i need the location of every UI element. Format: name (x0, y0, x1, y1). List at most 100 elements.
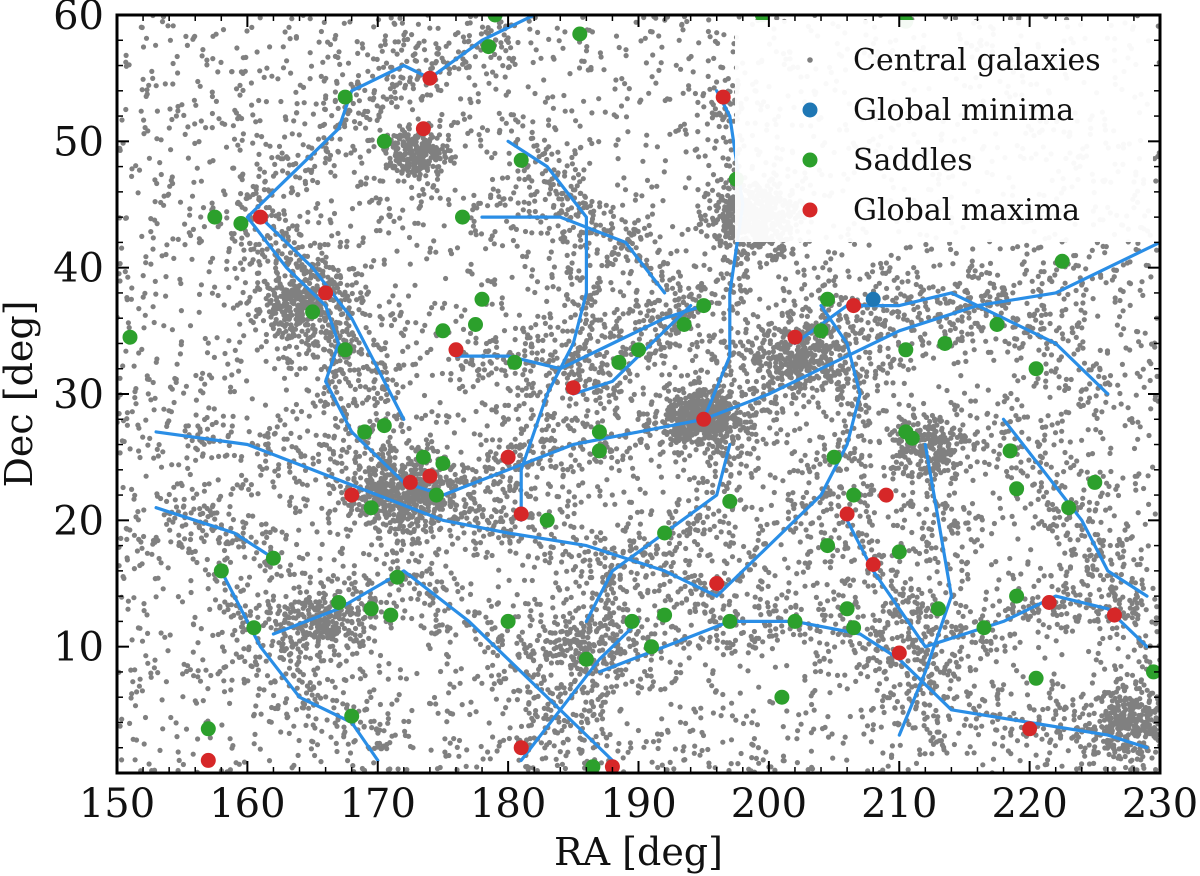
galaxy-point (328, 657, 334, 664)
galaxy-point (169, 327, 175, 333)
galaxy-point (431, 238, 437, 244)
galaxy-point (171, 255, 177, 261)
galaxy-point (885, 514, 891, 520)
galaxy-point (970, 246, 976, 252)
galaxy-point (808, 748, 815, 754)
galaxy-point (993, 659, 999, 665)
galaxy-point (188, 589, 194, 596)
galaxy-point (996, 598, 1003, 604)
galaxy-point (1038, 288, 1044, 295)
galaxy-point (318, 213, 324, 219)
galaxy-point (598, 54, 604, 60)
galaxy-point (163, 293, 169, 299)
galaxy-point (405, 319, 411, 325)
galaxy-point (564, 163, 570, 169)
galaxy-point (159, 19, 166, 25)
galaxy-point (315, 201, 321, 207)
galaxy-point (304, 482, 310, 488)
galaxy-point (768, 399, 774, 406)
galaxy-point (654, 144, 661, 150)
galaxy-point (785, 588, 792, 594)
galaxy-point (1087, 618, 1093, 624)
galaxy-point (553, 580, 559, 586)
galaxy-point (271, 692, 277, 699)
galaxy-point (810, 394, 816, 400)
galaxy-point (822, 530, 828, 536)
galaxy-point (1054, 621, 1060, 628)
galaxy-point (695, 577, 702, 583)
galaxy-point (808, 534, 814, 540)
galaxy-point (601, 67, 607, 73)
galaxy-point (192, 140, 198, 146)
galaxy-point (140, 44, 147, 50)
galaxy-point (553, 756, 559, 762)
galaxy-point (124, 536, 130, 543)
galaxy-point (153, 291, 159, 297)
galaxy-point (207, 159, 213, 165)
galaxy-point (263, 521, 269, 527)
galaxy-point (250, 319, 256, 326)
galaxy-point (187, 206, 193, 212)
galaxy-point (336, 652, 342, 658)
galaxy-point (847, 501, 853, 507)
galaxy-point (346, 402, 352, 409)
galaxy-point (1122, 423, 1128, 429)
galaxy-point (698, 547, 704, 553)
galaxy-point (1108, 468, 1114, 475)
galaxy-point (541, 444, 547, 450)
galaxy-point (493, 404, 500, 410)
galaxy-point (535, 313, 541, 319)
galaxy-point (970, 477, 976, 483)
galaxy-point (127, 446, 133, 452)
galaxy-point (659, 762, 665, 768)
galaxy-point (714, 30, 720, 36)
galaxy-point (490, 186, 496, 192)
galaxy-point (627, 740, 634, 746)
galaxy-point (378, 395, 384, 401)
galaxy-point (490, 734, 496, 740)
galaxy-point (581, 167, 587, 173)
galaxy-point (148, 397, 154, 403)
galaxy-point (187, 323, 194, 329)
galaxy-point (297, 434, 303, 440)
galaxy-point (456, 753, 462, 759)
galaxy-point (960, 422, 966, 428)
galaxy-point (1112, 299, 1118, 305)
galaxy-point (609, 492, 615, 498)
galaxy-point (402, 728, 408, 735)
galaxy-point (966, 526, 972, 532)
galaxy-point (845, 268, 851, 274)
galaxy-point (541, 314, 547, 320)
galaxy-point (499, 305, 505, 311)
galaxy-point (1117, 287, 1124, 293)
galaxy-point (221, 689, 228, 695)
galaxy-point (572, 167, 579, 173)
galaxy-point (570, 224, 577, 230)
galaxy-point (240, 266, 246, 272)
galaxy-point (117, 261, 123, 267)
galaxy-point (790, 631, 797, 638)
galaxy-point (480, 514, 486, 520)
galaxy-point (240, 55, 246, 61)
galaxy-point (823, 413, 829, 419)
galaxy-point (313, 477, 319, 483)
galaxy-point (678, 123, 684, 129)
galaxy-point (914, 269, 920, 275)
galaxy-point (244, 378, 250, 384)
galaxy-point (872, 617, 878, 624)
galaxy-point (824, 507, 830, 513)
galaxy-point (190, 751, 196, 757)
galaxy-point (671, 766, 677, 772)
galaxy-point (254, 672, 260, 678)
galaxy-point (1017, 639, 1023, 645)
galaxy-point (269, 155, 275, 161)
galaxy-point (328, 220, 334, 226)
galaxy-point (1152, 511, 1158, 517)
galaxy-point (589, 528, 595, 534)
galaxy-point (861, 731, 867, 737)
galaxy-point (416, 559, 422, 565)
galaxy-point (751, 385, 757, 391)
galaxy-point (837, 371, 843, 377)
galaxy-point (456, 737, 463, 744)
galaxy-point (496, 194, 502, 200)
